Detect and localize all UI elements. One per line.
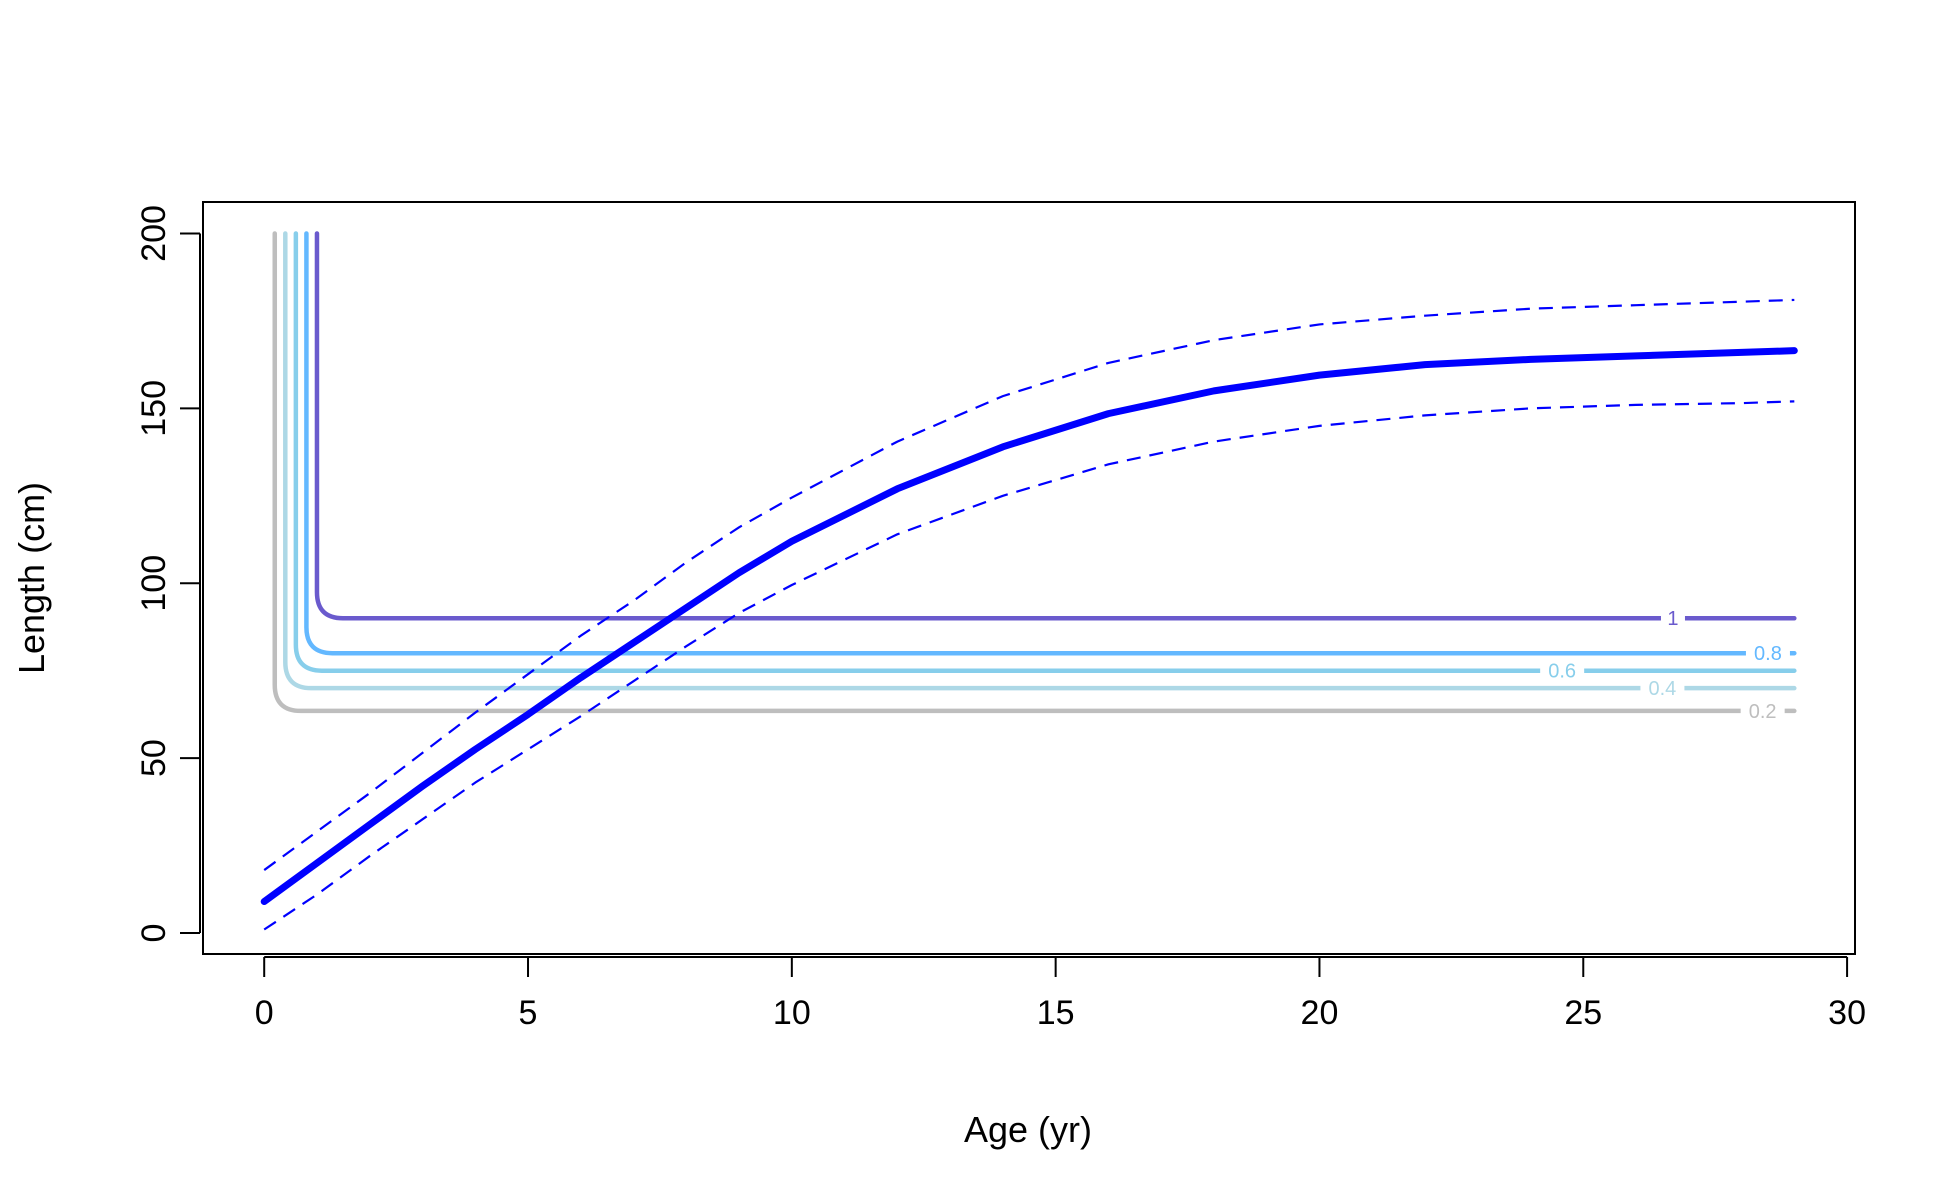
contour-label-gap: [1640, 682, 1685, 695]
y-tick-label: 0: [135, 924, 173, 943]
selectivity-contour-labels: 0.2 0.4 0.6 0.8 1: [1540, 608, 1790, 723]
x-tick-label: 5: [519, 994, 538, 1032]
contour-label-gap: [1740, 704, 1785, 717]
selectivity-contour: [272, 231, 1797, 714]
selectivity-contour: [293, 231, 1797, 673]
contour-label-gap: [1660, 612, 1685, 625]
contour-level-label: 1: [1667, 608, 1678, 630]
contour-level-label: 0.6: [1548, 661, 1576, 683]
x-tick-label: 10: [773, 994, 811, 1032]
x-tick-label: 30: [1828, 994, 1866, 1032]
x-tick-label: 0: [255, 994, 274, 1032]
y-tick-label: 150: [135, 380, 173, 437]
growth-lower-line: [263, 400, 1795, 931]
growth-series: [260, 298, 1798, 931]
contour-level-label: 0.4: [1649, 678, 1677, 700]
x-tick-label: 15: [1037, 994, 1075, 1032]
contour-label-gap: [1540, 664, 1585, 677]
selectivity-contours: [272, 231, 1797, 714]
selectivity-contour: [304, 231, 1797, 656]
x-axis: 0 5 10 15 20 25 30: [255, 956, 1866, 1032]
contour-level-label: 0.8: [1754, 643, 1782, 665]
x-axis-title: Age (yr): [964, 1109, 1092, 1150]
y-axis-title: Length (cm): [11, 482, 52, 674]
y-axis: 0 50 100 150 200: [135, 205, 201, 943]
contour-level-label: 0.2: [1749, 701, 1777, 723]
y-tick-label: 200: [135, 205, 173, 262]
selectivity-contour: [283, 231, 1797, 691]
x-tick-label: 20: [1301, 994, 1339, 1032]
selectivity-contour: [314, 231, 1797, 621]
growth-upper-line: [263, 298, 1795, 871]
growth-mean-line: [260, 347, 1798, 906]
plot-frame: [202, 201, 1856, 955]
y-tick-label: 50: [135, 739, 173, 777]
contour-label-gap: [1745, 647, 1790, 660]
y-tick-label: 100: [135, 555, 173, 612]
x-tick-label: 25: [1564, 994, 1602, 1032]
